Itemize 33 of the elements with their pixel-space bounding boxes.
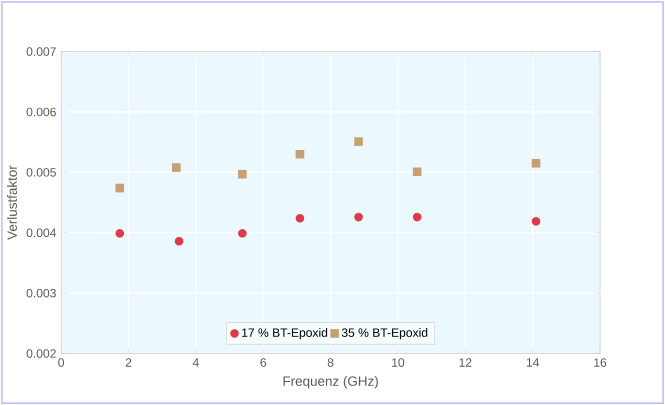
point xyxy=(174,236,184,246)
point xyxy=(238,170,247,178)
y-tick-label: 0.006 xyxy=(26,108,56,116)
legend-label: 17 % BT-Epoxid xyxy=(242,328,328,340)
y-tick-label: 0.005 xyxy=(26,168,56,177)
x-tick-label: 10 xyxy=(392,358,404,367)
legend-label: 35 % BT-Epoxid xyxy=(342,328,428,340)
point xyxy=(296,150,304,158)
point xyxy=(115,229,124,238)
y-axis-title: Verlustfaktor xyxy=(7,165,17,240)
y-tick-label: 0.003 xyxy=(26,288,56,298)
x-tick-label: 14 xyxy=(526,358,540,367)
point xyxy=(115,184,124,192)
x-axis-title: Frequenz (GHz) xyxy=(284,376,378,389)
x-tick-label: 0 xyxy=(58,358,64,367)
x-tick-label: 2 xyxy=(126,358,132,367)
point xyxy=(532,158,540,168)
point xyxy=(354,212,363,222)
point xyxy=(412,167,422,176)
x-tick-label: 16 xyxy=(594,358,606,367)
x-tick-label: 12 xyxy=(460,358,472,367)
y-tick-label: 0.004 xyxy=(26,228,56,237)
point xyxy=(354,137,363,146)
x-tick-label: 6 xyxy=(260,358,266,367)
point xyxy=(172,163,181,172)
x-tick-label: 4 xyxy=(192,358,199,367)
y-tick-label: 0.007 xyxy=(26,47,56,56)
y-tick-label: 0.002 xyxy=(26,349,56,358)
point xyxy=(296,214,304,223)
point xyxy=(238,229,247,238)
point xyxy=(412,212,422,222)
x-tick-label: 8 xyxy=(328,358,334,367)
point xyxy=(532,216,540,226)
